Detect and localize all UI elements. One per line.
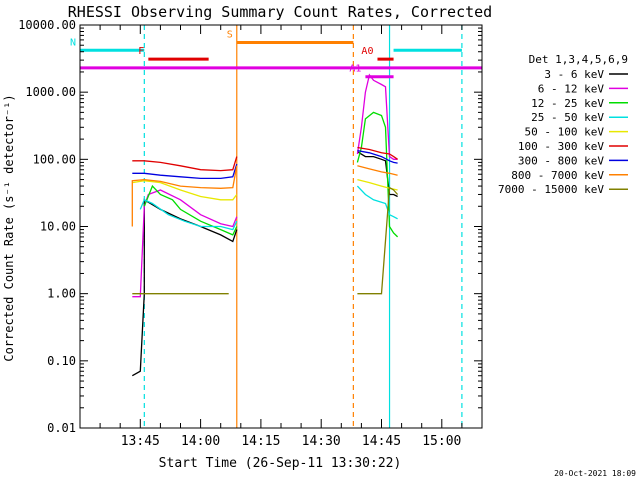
x-tick-label-3: 14:30 (302, 434, 341, 449)
flag-label-0: N (70, 37, 76, 48)
legend-label-3: 25 - 50 keV (531, 111, 604, 124)
legend-label-2: 12 - 25 keV (531, 97, 604, 110)
series-line-0-1 (357, 151, 398, 198)
legend-label-0: 3 - 6 keV (544, 68, 604, 81)
x-tick-label-1: 14:00 (181, 434, 220, 449)
legend-label-4: 50 - 100 keV (525, 126, 605, 139)
series-line-7-1 (357, 165, 398, 176)
x-tick-label-2: 14:15 (241, 434, 280, 449)
chart-title: RHESSI Observing Summary Count Rates, Co… (68, 3, 492, 21)
y-tick-label-5: 1000.00 (25, 85, 76, 99)
flag-label-1: F (138, 46, 144, 57)
y-tick-label-2: 1.00 (47, 287, 76, 301)
flag-label-5: A1 (349, 64, 361, 75)
legend-label-1: 6 - 12 keV (538, 82, 605, 95)
y-tick-label-0: 0.01 (47, 421, 76, 435)
series-line-2-0 (143, 184, 238, 236)
legend-label-5: 100 - 300 keV (518, 140, 604, 153)
footer-timestamp: 20-Oct-2021 18:09 (554, 469, 636, 478)
x-tick-label-0: 13:45 (121, 434, 160, 449)
y-tick-label-1: 0.10 (47, 354, 76, 368)
series-line-5-1 (357, 146, 398, 160)
x-tick-label-4: 14:45 (362, 434, 401, 449)
x-axis-label: Start Time (26-Sep-11 13:30:22) (159, 456, 402, 471)
series-line-0-0 (131, 198, 238, 377)
series-line-3-1 (356, 185, 398, 220)
y-tick-label-4: 100.00 (33, 152, 76, 166)
legend-label-6: 300 - 800 keV (518, 154, 604, 167)
series-line-8-1 (357, 186, 399, 295)
series-line-2-1 (356, 111, 399, 238)
legend-title: Det 1,3,4,5,6,9 (529, 53, 628, 66)
series-line-1-1 (356, 73, 398, 160)
series-line-4-1 (357, 178, 398, 191)
y-axis-label: Corrected Count Rate (s⁻¹ detector⁻¹) (2, 94, 16, 361)
y-tick-label-6: 10000.00 (18, 18, 76, 32)
series-line-5-0 (132, 156, 238, 172)
series-line-6-0 (132, 163, 238, 180)
series-line-3-0 (139, 198, 238, 231)
legend-label-8: 7000 - 15000 keV (498, 183, 604, 196)
axes: 0.01 0.10 1.00 10.00 100.00 1000.00 10000.00 13… (18, 18, 483, 449)
legend-label-7: 800 - 7000 keV (511, 169, 604, 182)
series-line-6-1 (357, 149, 398, 164)
flag-label-3: A0 (361, 46, 373, 57)
series-line-7-0 (131, 165, 238, 227)
y-tick-label-3: 10.00 (40, 220, 76, 234)
series-lines (131, 73, 399, 377)
x-tick-label-5: 15:00 (422, 434, 461, 449)
series-line-4-0 (132, 180, 238, 201)
series-line-1-0 (132, 189, 238, 298)
flag-label-2: S (227, 29, 233, 40)
